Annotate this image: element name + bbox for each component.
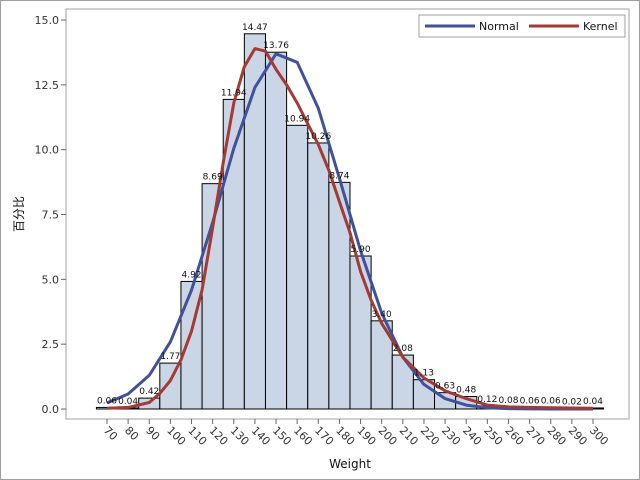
x-tick-label: 100: [164, 424, 188, 448]
legend: Normal Kernel: [418, 14, 626, 38]
histogram-bar: [349, 255, 372, 410]
legend-label-normal: Normal: [479, 20, 519, 33]
y-tick-label: 7.5: [42, 209, 60, 222]
y-tick-label: 12.5: [35, 79, 60, 92]
bar-value-label: 0.42: [139, 387, 159, 397]
x-tick-label: 250: [481, 424, 505, 448]
histogram-bar: [328, 181, 351, 410]
bar-value-label: 0.04: [583, 397, 603, 407]
x-tick-label: 300: [587, 424, 611, 448]
histogram-bar: [264, 51, 288, 410]
x-tick-label: 240: [460, 424, 484, 448]
x-tick-label: 170: [312, 424, 336, 448]
bar-value-label: 0.06: [520, 396, 540, 406]
x-axis-label: Weight: [329, 457, 371, 471]
x-tick-label: 180: [333, 424, 357, 448]
x-tick-label: 260: [502, 424, 526, 448]
y-tick-label: 10.0: [35, 144, 60, 157]
x-tick-label: 150: [270, 424, 294, 448]
bar-value-label: 13.76: [263, 41, 289, 51]
x-tick-label: 220: [418, 424, 442, 448]
bar-value-label: 0.02: [562, 397, 582, 407]
y-tick-label: 5.0: [42, 273, 60, 286]
x-tick-label: 80: [122, 424, 141, 443]
x-tick-label: 160: [291, 424, 315, 448]
density-curve-kernel: [106, 47, 594, 410]
bar-value-label: 1.77: [160, 352, 180, 362]
bar-value-label: 0.48: [456, 386, 476, 396]
bar-value-label: 2.08: [393, 344, 413, 354]
bar-value-label: 0.04: [118, 397, 138, 407]
x-tick-label: 110: [185, 424, 209, 448]
bar-value-label: 0.63: [435, 382, 455, 392]
legend-label-kernel: Kernel: [583, 20, 618, 33]
bar-value-label: 3.40: [372, 310, 392, 320]
x-tick-label: 290: [566, 424, 590, 448]
bar-value-label: 0.06: [541, 396, 561, 406]
x-tick-label: 190: [354, 424, 378, 448]
bar-value-label: 8.69: [203, 173, 223, 183]
bar-value-label: 0.06: [97, 396, 117, 406]
x-tick-label: 140: [249, 424, 273, 448]
x-tick-label: 280: [545, 424, 569, 448]
x-tick-label: 130: [228, 424, 252, 448]
x-tick-label: 200: [376, 424, 400, 448]
y-tick-label: 15.0: [35, 14, 60, 27]
x-tick-label: 120: [207, 424, 231, 448]
bar-value-label: 8.74: [329, 171, 349, 181]
bar-value-label: 11.94: [221, 88, 247, 98]
bar-value-label: 10.94: [284, 114, 310, 124]
x-tick-label: 230: [439, 424, 463, 448]
x-tick-label: 70: [101, 424, 120, 443]
bar-value-label: 4.92: [181, 270, 201, 280]
bar-value-label: 0.08: [498, 396, 518, 406]
x-tick-label: 90: [143, 424, 162, 443]
bar-value-label: 14.47: [242, 23, 268, 33]
density-curve-normal: [106, 52, 593, 411]
x-tick-label: 270: [523, 424, 547, 448]
bar-value-label: 5.90: [351, 245, 371, 255]
y-tick-label: 2.5: [42, 338, 60, 351]
x-tick-label: 210: [397, 424, 421, 448]
bar-value-label: 1.13: [414, 369, 434, 379]
histogram-bar: [307, 142, 330, 410]
bar-value-label: 10.26: [305, 132, 331, 142]
y-axis-label: 百分比: [12, 196, 26, 232]
bar-value-label: 0.12: [477, 395, 497, 405]
y-tick-label: 0.0: [42, 403, 60, 416]
histogram-bar: [159, 362, 182, 410]
histogram-bar: [286, 124, 309, 410]
